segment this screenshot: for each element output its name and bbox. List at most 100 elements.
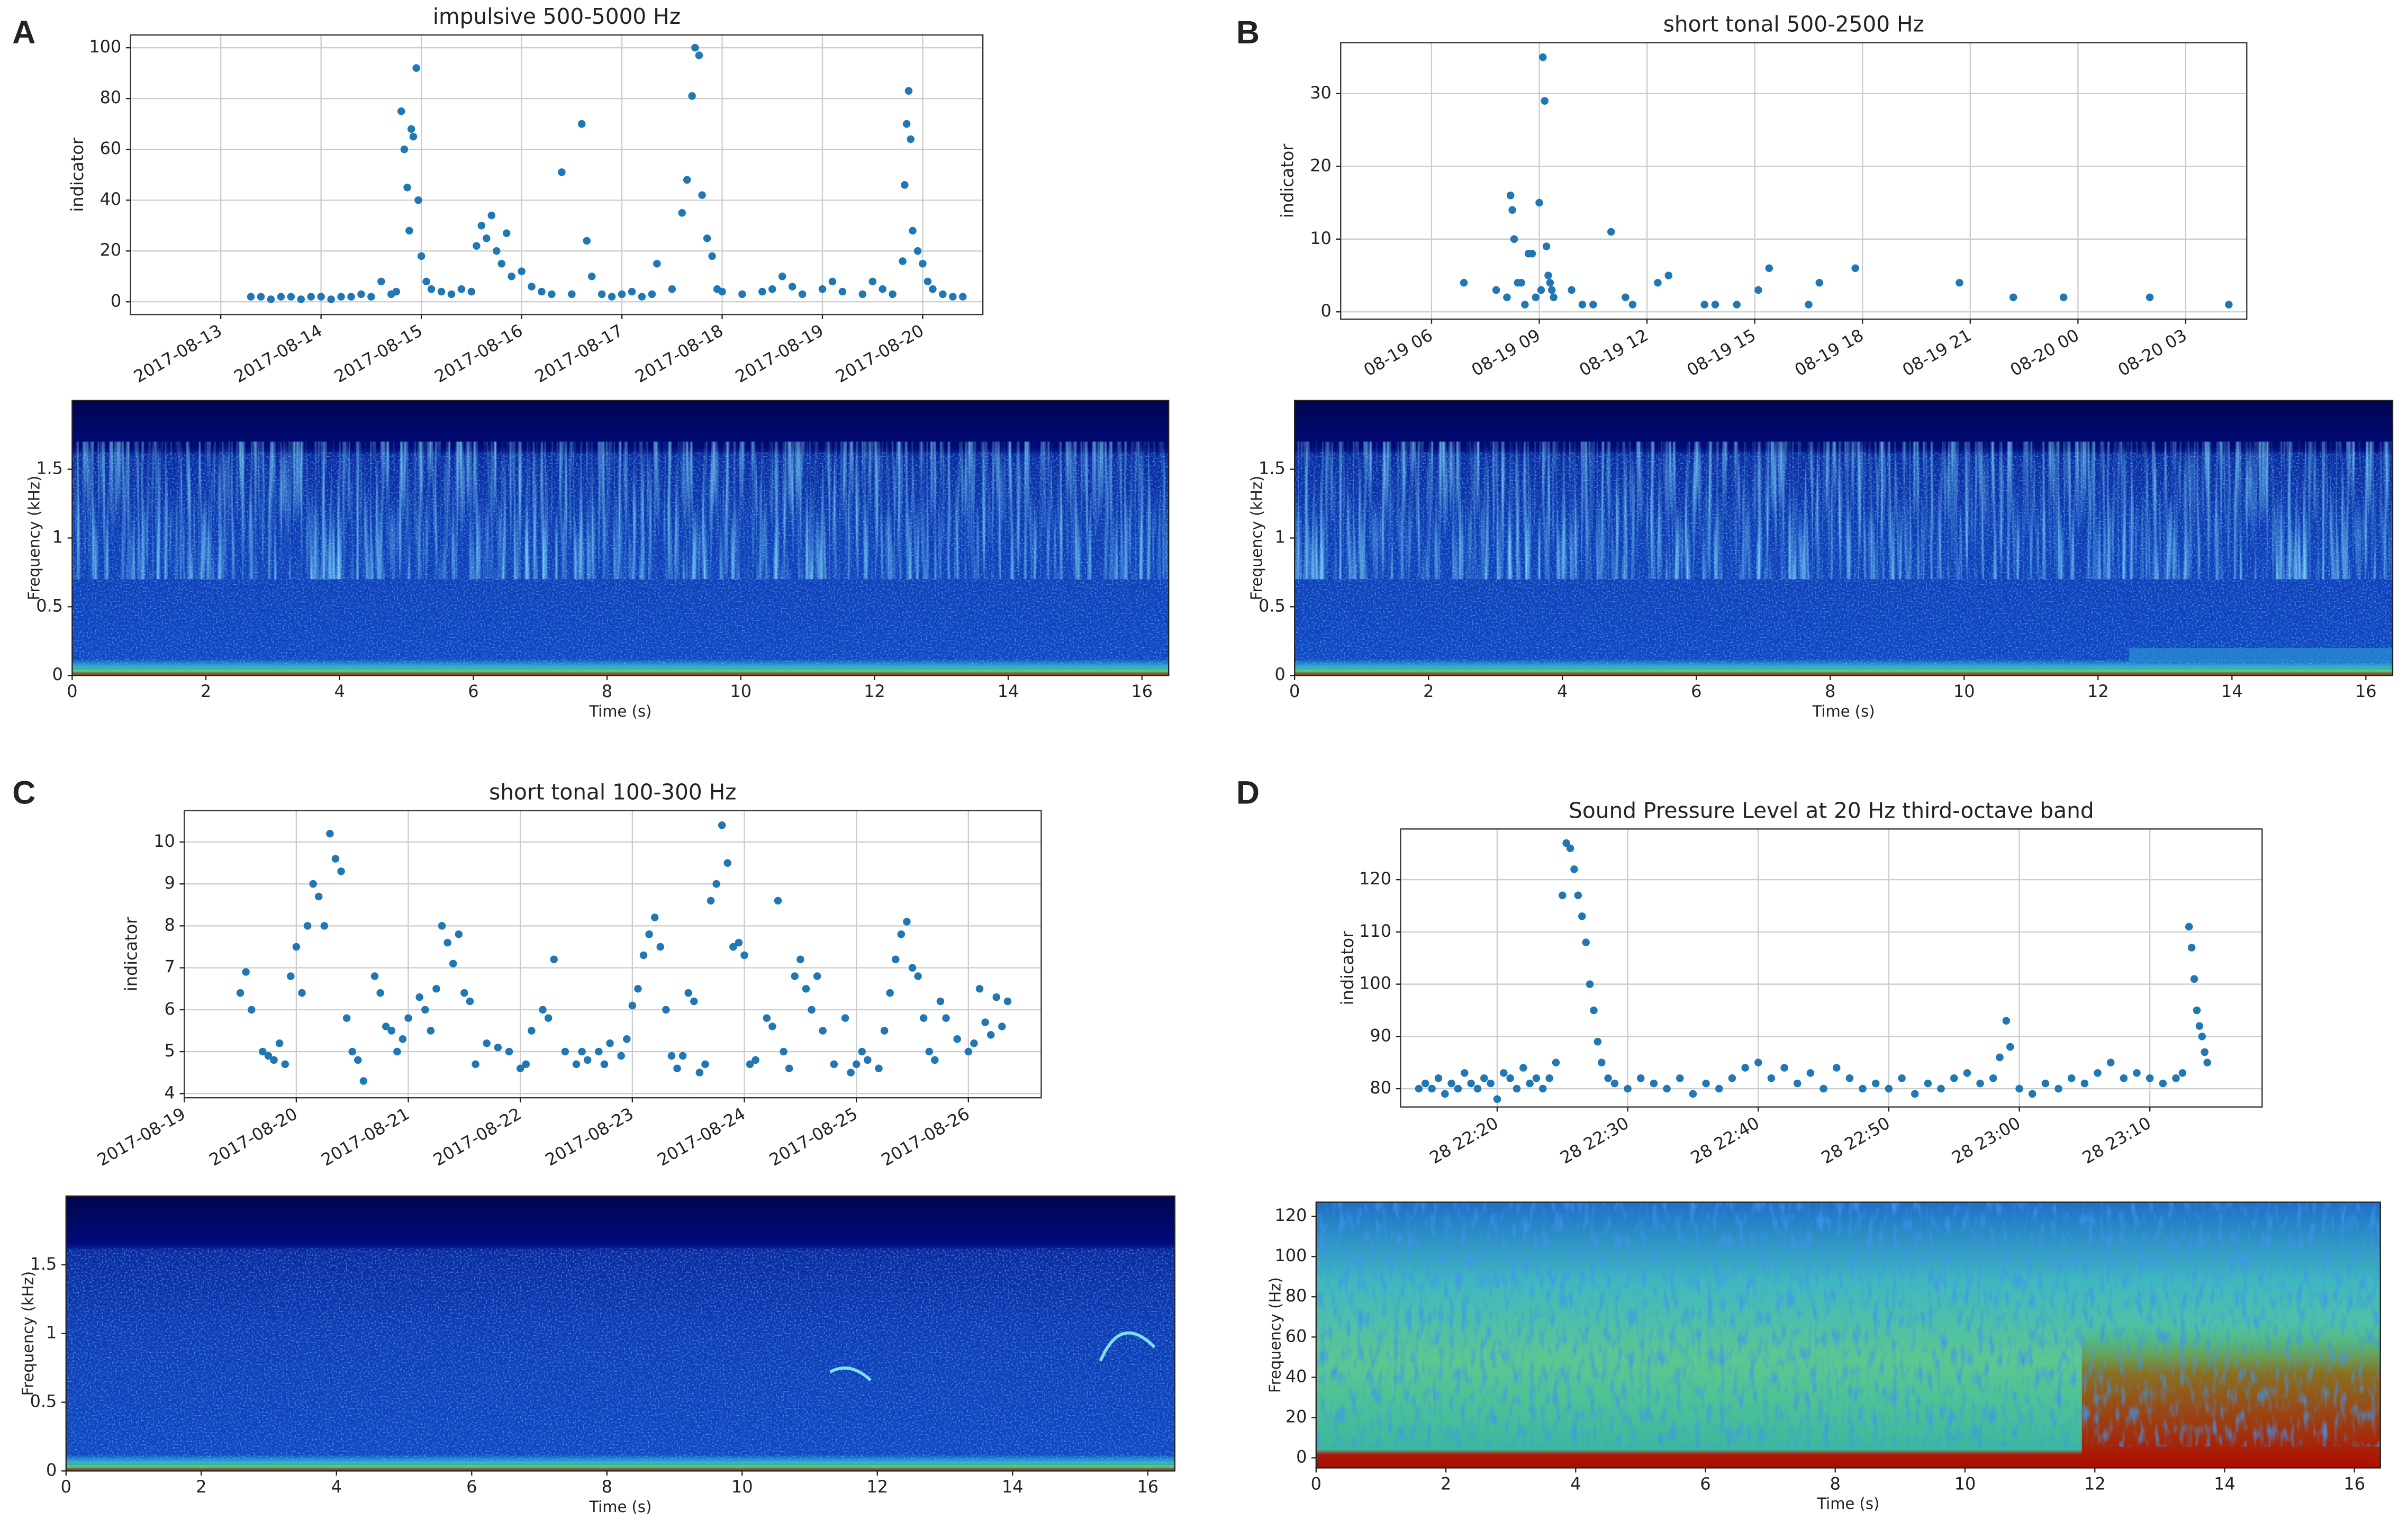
data-point [317, 293, 325, 301]
y-tick-label: 40 [100, 189, 122, 209]
data-point [645, 930, 653, 938]
data-point [931, 1056, 939, 1064]
data-point [558, 168, 566, 176]
data-point [287, 293, 295, 301]
data-point [1415, 1084, 1423, 1093]
data-point [691, 43, 699, 52]
x-tick-label: 10 [730, 681, 752, 701]
panel-label: B [1236, 14, 1260, 50]
data-point [1937, 1084, 1945, 1093]
y-axis-label: Frequency (kHz) [1248, 476, 1266, 600]
data-point [1793, 1079, 1802, 1088]
y-tick-label: 20 [100, 240, 122, 260]
data-point [929, 285, 937, 293]
data-point [1539, 1084, 1547, 1093]
data-point [437, 287, 446, 296]
data-point [309, 880, 317, 888]
data-point [919, 1014, 928, 1022]
data-point [949, 293, 957, 301]
data-point [1589, 301, 1597, 309]
data-point [1552, 1058, 1560, 1066]
y-axis-label: Frequency (kHz) [25, 476, 43, 600]
data-point [1780, 1064, 1788, 1072]
data-point [583, 1056, 592, 1064]
data-point [1963, 1069, 1971, 1077]
x-tick-label: 6 [466, 1477, 477, 1497]
data-point [1885, 1084, 1893, 1093]
data-point [788, 283, 796, 291]
x-tick-label: 16 [1137, 1477, 1158, 1497]
x-tick-label: 2017-08-14 [231, 320, 326, 387]
data-point [1765, 264, 1773, 273]
data-point [897, 930, 906, 938]
data-point [487, 211, 495, 220]
x-tick-label: 14 [1002, 1477, 1024, 1497]
data-point [409, 132, 418, 141]
data-point [798, 290, 807, 298]
data-point [902, 120, 911, 128]
data-point [1989, 1074, 1997, 1082]
data-point [992, 993, 1001, 1001]
data-point [2198, 1033, 2206, 1041]
x-tick-label: 2 [201, 681, 211, 701]
data-point [768, 285, 776, 293]
data-point [392, 287, 401, 296]
data-point [1624, 1084, 1632, 1093]
data-point [617, 1052, 625, 1060]
data-point [483, 234, 491, 242]
tonal-trace [829, 1331, 1156, 1382]
data-point [981, 1018, 989, 1026]
data-point [791, 972, 799, 980]
data-point [2106, 1058, 2115, 1066]
data-point [752, 1056, 759, 1064]
x-tick-label: 16 [2343, 1473, 2365, 1494]
y-tick-label: 60 [100, 138, 122, 158]
data-point [683, 176, 691, 184]
x-tick-label: 28 22:50 [1818, 1112, 1894, 1168]
data-point [1702, 1079, 1710, 1088]
y-tick-label: 120 [1275, 1205, 1307, 1225]
data-point [852, 1060, 861, 1069]
y-axis-label: indicator [121, 917, 141, 991]
data-point [1715, 1084, 1723, 1093]
data-point [2185, 922, 2193, 931]
data-point [1637, 1074, 1645, 1082]
x-tick-label: 0 [67, 681, 77, 701]
x-tick-label: 10 [731, 1477, 753, 1497]
x-tick-label: 2017-08-26 [878, 1103, 973, 1170]
data-point [2067, 1074, 2076, 1082]
y-tick-label: 0 [1321, 301, 1332, 321]
x-tick-label: 8 [602, 681, 612, 701]
data-point [342, 1014, 351, 1022]
data-point [986, 1031, 995, 1039]
data-point [354, 1056, 362, 1064]
data-point [382, 1023, 390, 1030]
data-point [2059, 293, 2068, 302]
data-point [667, 1052, 676, 1060]
y-tick-label: 110 [1359, 921, 1391, 941]
data-point [400, 145, 409, 153]
data-point [1859, 1084, 1867, 1093]
data-point [1568, 286, 1576, 294]
data-point [538, 287, 546, 296]
data-point [397, 107, 405, 115]
y-axis-label: Frequency (kHz) [19, 1271, 37, 1396]
data-point [1461, 1069, 1469, 1077]
data-point [774, 897, 782, 905]
x-tick-label: 14 [2221, 681, 2243, 701]
data-point [735, 938, 743, 947]
data-point [438, 922, 446, 930]
data-point [939, 290, 947, 298]
panel-label: A [12, 14, 35, 50]
data-point [1650, 1079, 1658, 1088]
data-point [808, 1006, 816, 1014]
data-point [1003, 997, 1012, 1006]
spectrogram-band [2129, 648, 2393, 662]
data-point [598, 290, 606, 298]
data-point [723, 859, 732, 867]
x-tick-label: 2 [196, 1477, 206, 1497]
data-point [608, 293, 616, 301]
data-point [1510, 235, 1518, 243]
data-point [738, 290, 746, 298]
data-point [472, 1060, 479, 1069]
